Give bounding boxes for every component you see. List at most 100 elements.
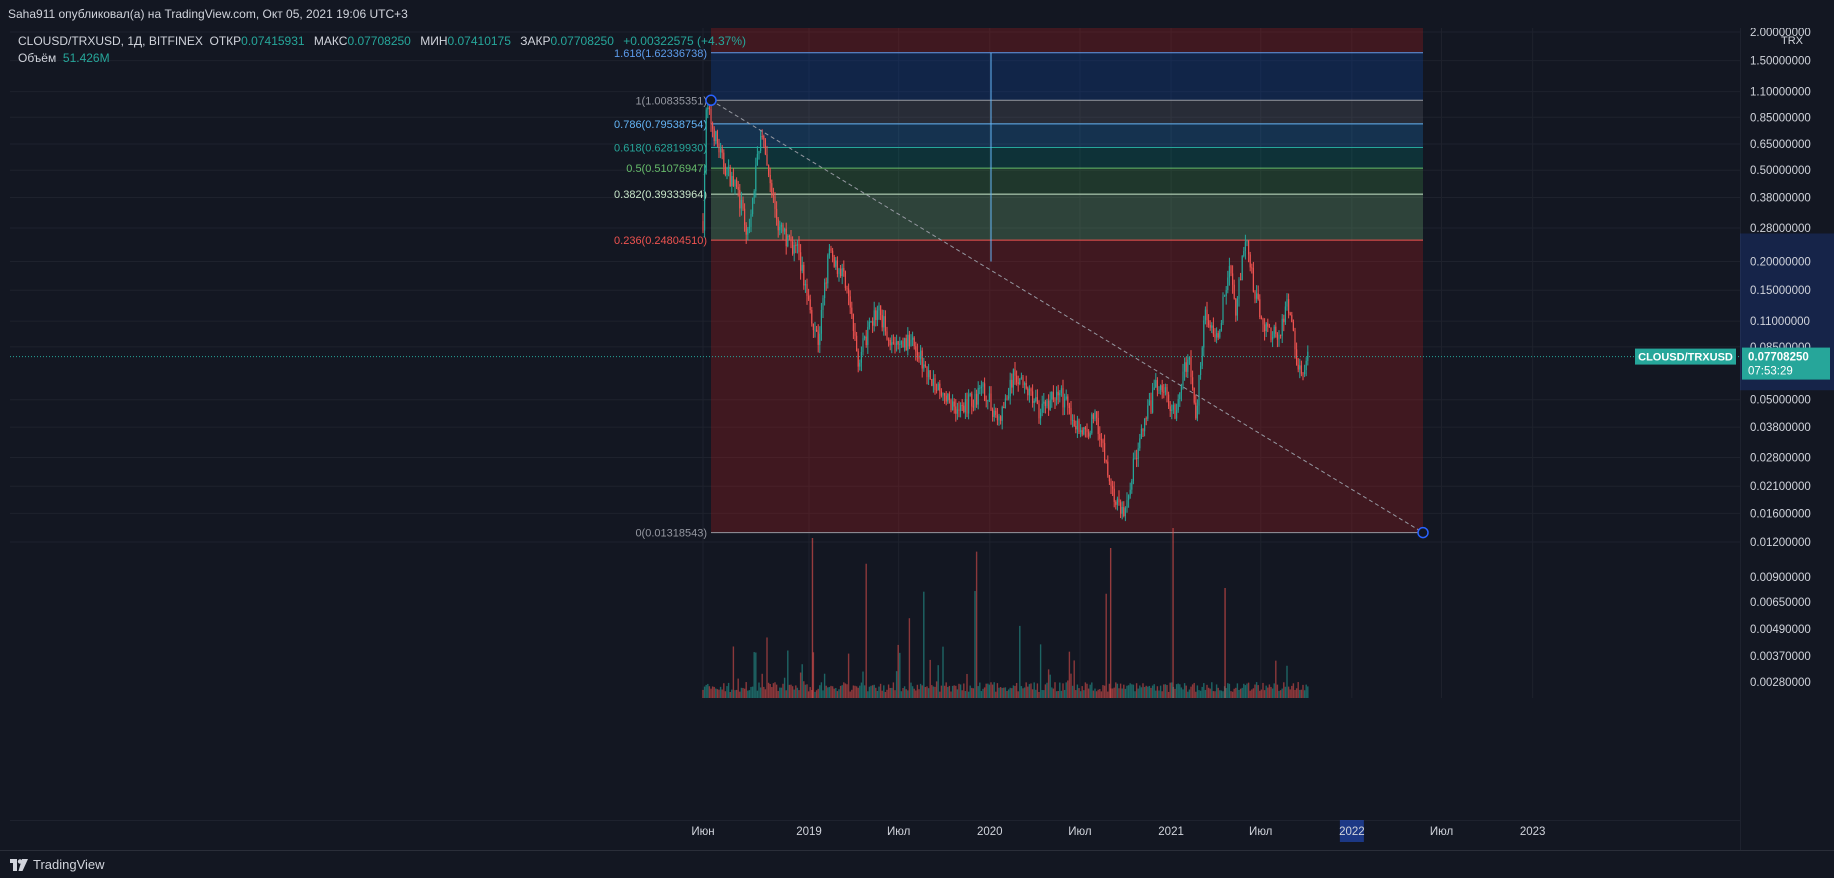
candle-body <box>859 362 861 367</box>
price-axis[interactable]: 2.00000000 1.50000000 1.10000000 0.85000000… <box>1740 28 1834 850</box>
volume-bar <box>812 652 815 698</box>
candle-body <box>928 370 930 378</box>
candle-body <box>771 183 773 194</box>
candle-body <box>1123 506 1125 517</box>
volume-bar <box>1299 689 1301 698</box>
fib-zone <box>711 52 1423 101</box>
candle-body <box>752 197 754 215</box>
chart-canvas[interactable]: 1.618(1.62336738) 1(1.00835351) 0.786(0.79… <box>10 28 1740 850</box>
volume-bar <box>1118 688 1120 698</box>
volume-bar <box>777 690 779 698</box>
volume-bar <box>774 682 776 698</box>
candle-body <box>806 283 808 296</box>
volume-bar <box>887 684 890 698</box>
candle-body <box>755 165 757 192</box>
candle-body <box>1070 408 1072 421</box>
volume-bar <box>1153 684 1155 698</box>
volume-bar <box>900 691 903 698</box>
volume-bar <box>1259 690 1261 698</box>
volume-bar <box>881 690 883 698</box>
candle-body <box>1206 309 1208 321</box>
fib-zone <box>711 123 1423 148</box>
candle-body <box>1256 293 1258 299</box>
volume-bar <box>819 685 821 698</box>
volume-bar <box>782 683 784 698</box>
candle-body <box>1043 401 1045 404</box>
candle-body <box>724 166 726 175</box>
volume-bar <box>1001 687 1003 698</box>
chart-legend: CLOUSD/TRXUSD, 1Д, BITFINEX ОТКР0.074159… <box>18 34 752 68</box>
candle-body <box>1075 426 1077 430</box>
candle-body <box>1281 318 1283 336</box>
volume-bar <box>953 685 955 698</box>
candle-body <box>984 383 986 401</box>
tradingview-logo[interactable]: TradingView <box>10 857 105 872</box>
volume-bar <box>1084 682 1087 698</box>
candle-body <box>948 393 950 401</box>
volume-bar <box>875 687 877 698</box>
time-range-highlight <box>1339 820 1364 842</box>
volume-bar <box>1305 684 1307 698</box>
candle-body <box>1284 306 1286 323</box>
volume-bar <box>852 685 855 698</box>
volume-bar <box>1287 686 1290 698</box>
candle-body <box>1296 349 1298 365</box>
volume-bar <box>844 683 847 698</box>
candle-body <box>1230 265 1232 274</box>
fib-zone <box>711 100 1423 124</box>
time-axis[interactable]: Июн 2019 Июл 2020 Июл 2021 Июл 2022 Июл 2023 <box>10 820 1740 842</box>
candle-body <box>1096 411 1098 418</box>
volume-bar <box>868 686 871 698</box>
volume-bar <box>883 685 885 698</box>
candle-body <box>1081 430 1083 435</box>
candle-body <box>1057 391 1059 396</box>
volume-bar <box>1115 682 1117 698</box>
candle-body <box>844 271 846 288</box>
candle-body <box>1142 428 1144 432</box>
volume-bar <box>846 684 848 698</box>
candle-body <box>979 387 981 389</box>
candle-body <box>868 321 870 328</box>
volume-bar <box>1212 691 1215 698</box>
volume-bar <box>982 688 984 698</box>
symbol-name[interactable]: CLOUSD/TRXUSD, 1Д, BITFINEX <box>18 34 203 48</box>
candle-body <box>798 243 800 253</box>
candle-body <box>1260 317 1262 320</box>
volume-bar <box>735 689 738 698</box>
candle-body <box>1046 400 1048 407</box>
price-axis-bg <box>1740 28 1834 850</box>
volume-bar <box>1167 691 1170 698</box>
candle-body <box>924 364 926 367</box>
candle-body <box>881 315 883 328</box>
volume-bar <box>1262 682 1264 698</box>
candle-body <box>804 283 806 286</box>
volume-bar <box>747 690 749 698</box>
volume-bar <box>996 683 999 698</box>
candle-body <box>1166 387 1168 395</box>
candle-body <box>1225 290 1227 296</box>
volume-bar <box>979 682 981 698</box>
candle-body <box>1068 405 1070 409</box>
candle-body <box>1105 460 1107 462</box>
volume-bar <box>740 687 743 698</box>
volume-bar <box>1235 687 1237 698</box>
volume-bar <box>1260 689 1263 698</box>
volume-bar <box>764 689 767 698</box>
candle-body <box>920 350 922 359</box>
candle-body <box>1171 409 1173 412</box>
candle-body <box>1001 406 1003 421</box>
volume-bar <box>823 673 826 698</box>
candle-body <box>1161 385 1163 392</box>
candle-body <box>1209 325 1211 328</box>
volume-bar <box>756 690 759 698</box>
time-tick-label: Июл <box>887 826 910 838</box>
candle-body <box>904 338 906 348</box>
volume-value: 51.426M <box>62 51 110 65</box>
candle-body <box>1094 411 1096 419</box>
candle-body <box>748 226 750 229</box>
chart-area[interactable]: 1.618(1.62336738) 1(1.00835351) 0.786(0.79… <box>10 28 1740 850</box>
candle-body <box>932 378 934 386</box>
candle-body <box>851 307 853 314</box>
candle-body <box>763 136 765 140</box>
candle-body <box>1017 382 1019 385</box>
